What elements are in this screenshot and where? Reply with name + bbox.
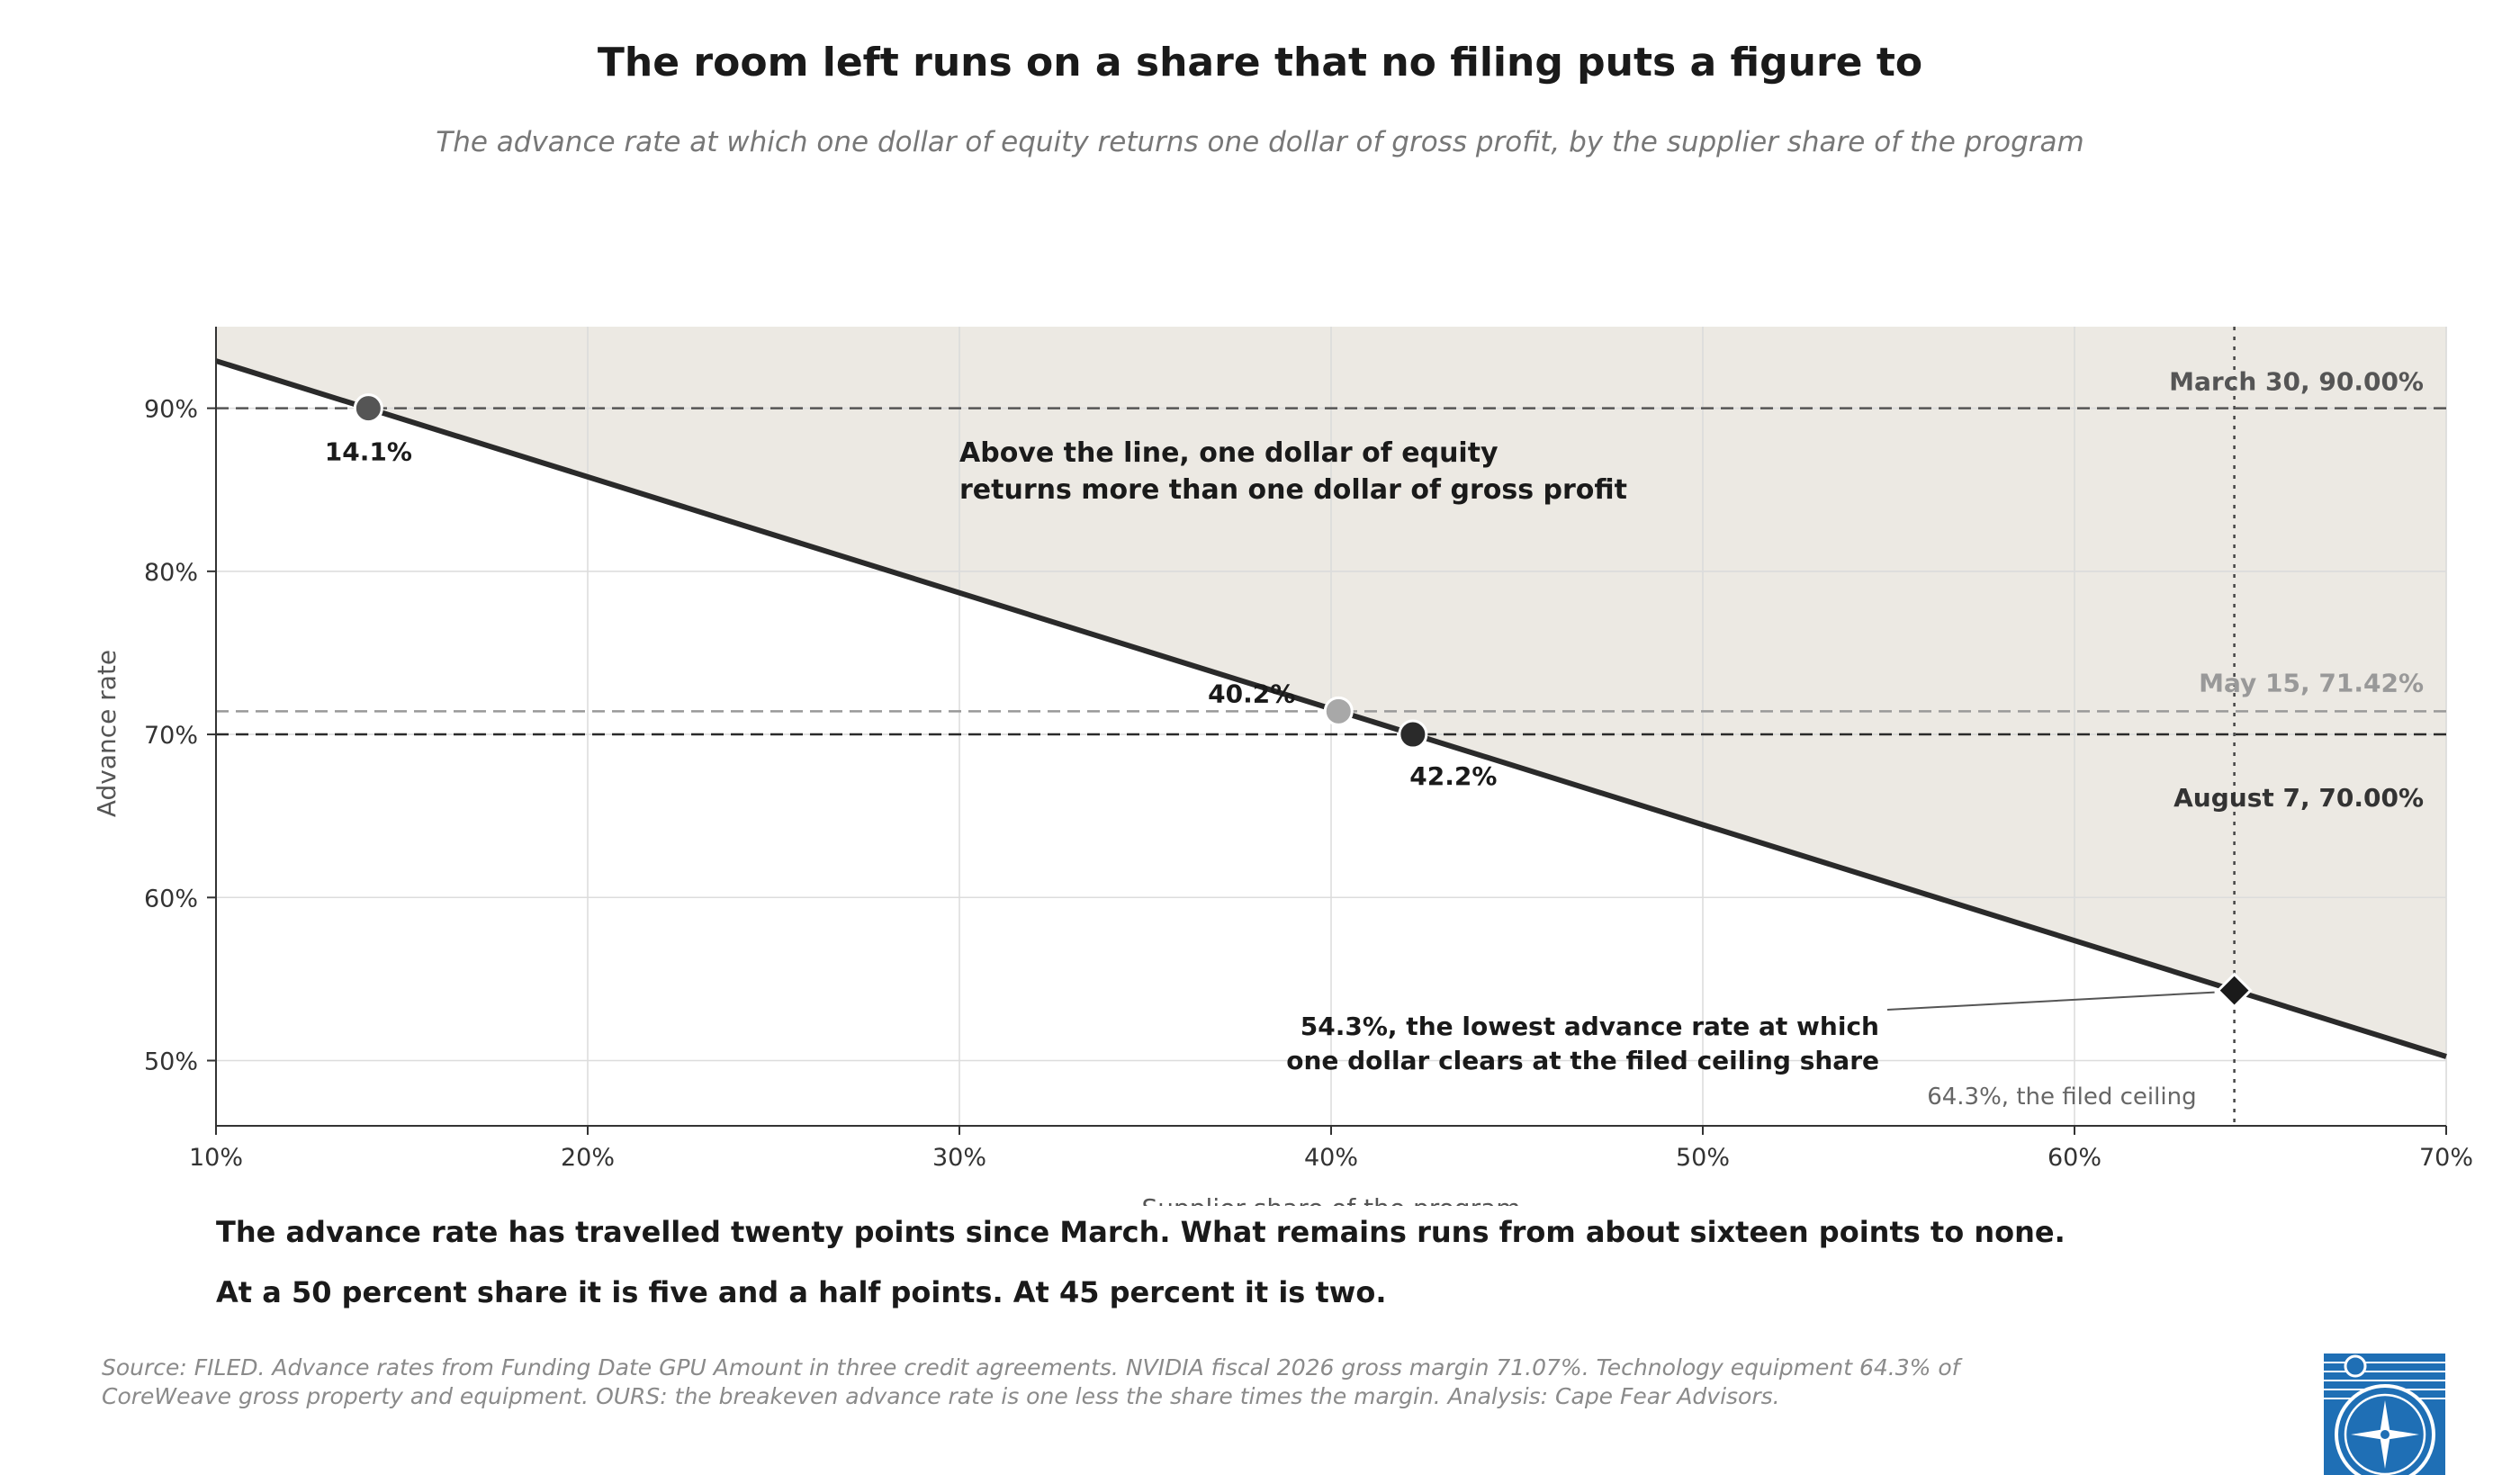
- y-tick-label: 50%: [144, 1048, 198, 1076]
- y-tick-label: 60%: [144, 885, 198, 913]
- reference-line-label: March 30, 90.00%: [2169, 367, 2424, 397]
- region-annotation-line-1: Above the line, one dollar of equity: [959, 437, 1498, 469]
- chart-plot: 10% 20% 30% 40% 50% 60% 70% 50% 60% 70% 80% 90% Supp…: [92, 327, 2473, 1206]
- y-tick-label: 90%: [144, 396, 198, 424]
- diamond-leader-line: [1886, 991, 2215, 1011]
- source-note-line-1: Source: FILED. Advance rates from Fundin…: [102, 1354, 1960, 1381]
- x-tick-label: 20%: [561, 1144, 615, 1172]
- y-axis-label: Advance rate: [92, 650, 122, 817]
- reference-line-label: August 7, 70.00%: [2174, 783, 2424, 813]
- filed-ceiling-label: 64.3%, the filed ceiling: [1927, 1084, 2196, 1111]
- chart-subtitle: The advance rate at which one dollar of …: [436, 126, 2084, 158]
- point-label: 40.2%: [1208, 679, 1295, 708]
- x-tick-label: 10%: [189, 1144, 243, 1172]
- point-label: 42.2%: [1409, 761, 1497, 791]
- source-note-line-2: CoreWeave gross property and equipment. …: [102, 1383, 1780, 1409]
- compass-logo-icon: [2324, 1354, 2445, 1475]
- caption-line-1: The advance rate has travelled twenty po…: [216, 1215, 2066, 1249]
- data-point: [1323, 696, 1354, 726]
- x-tick-label: 40%: [1304, 1144, 1358, 1172]
- region-annotation-line-2: returns more than one dollar of gross pr…: [959, 474, 1627, 506]
- chart-title: The room left runs on a share that no fi…: [597, 40, 1923, 85]
- y-tick-label: 70%: [144, 722, 198, 750]
- x-tick-label: 60%: [2048, 1144, 2102, 1172]
- x-axis-label: Supplier share of the program: [1141, 1193, 1520, 1206]
- diamond-point: [2216, 972, 2253, 1009]
- data-point: [353, 393, 383, 424]
- y-tick-label: 80%: [144, 559, 198, 587]
- x-tick-label: 30%: [932, 1144, 986, 1172]
- diamond-annotation-line-2: one dollar clears at the filed ceiling s…: [1286, 1046, 1879, 1075]
- diamond-annotation-line-1: 54.3%, the lowest advance rate at which: [1300, 1012, 1879, 1041]
- data-point: [1398, 719, 1428, 750]
- x-tick-label: 70%: [2419, 1144, 2473, 1172]
- caption-line-2: At a 50 percent share it is five and a h…: [216, 1275, 1387, 1309]
- reference-line-label: May 15, 71.42%: [2199, 668, 2424, 697]
- x-tick-label: 50%: [1676, 1144, 1730, 1172]
- point-label: 14.1%: [325, 437, 412, 467]
